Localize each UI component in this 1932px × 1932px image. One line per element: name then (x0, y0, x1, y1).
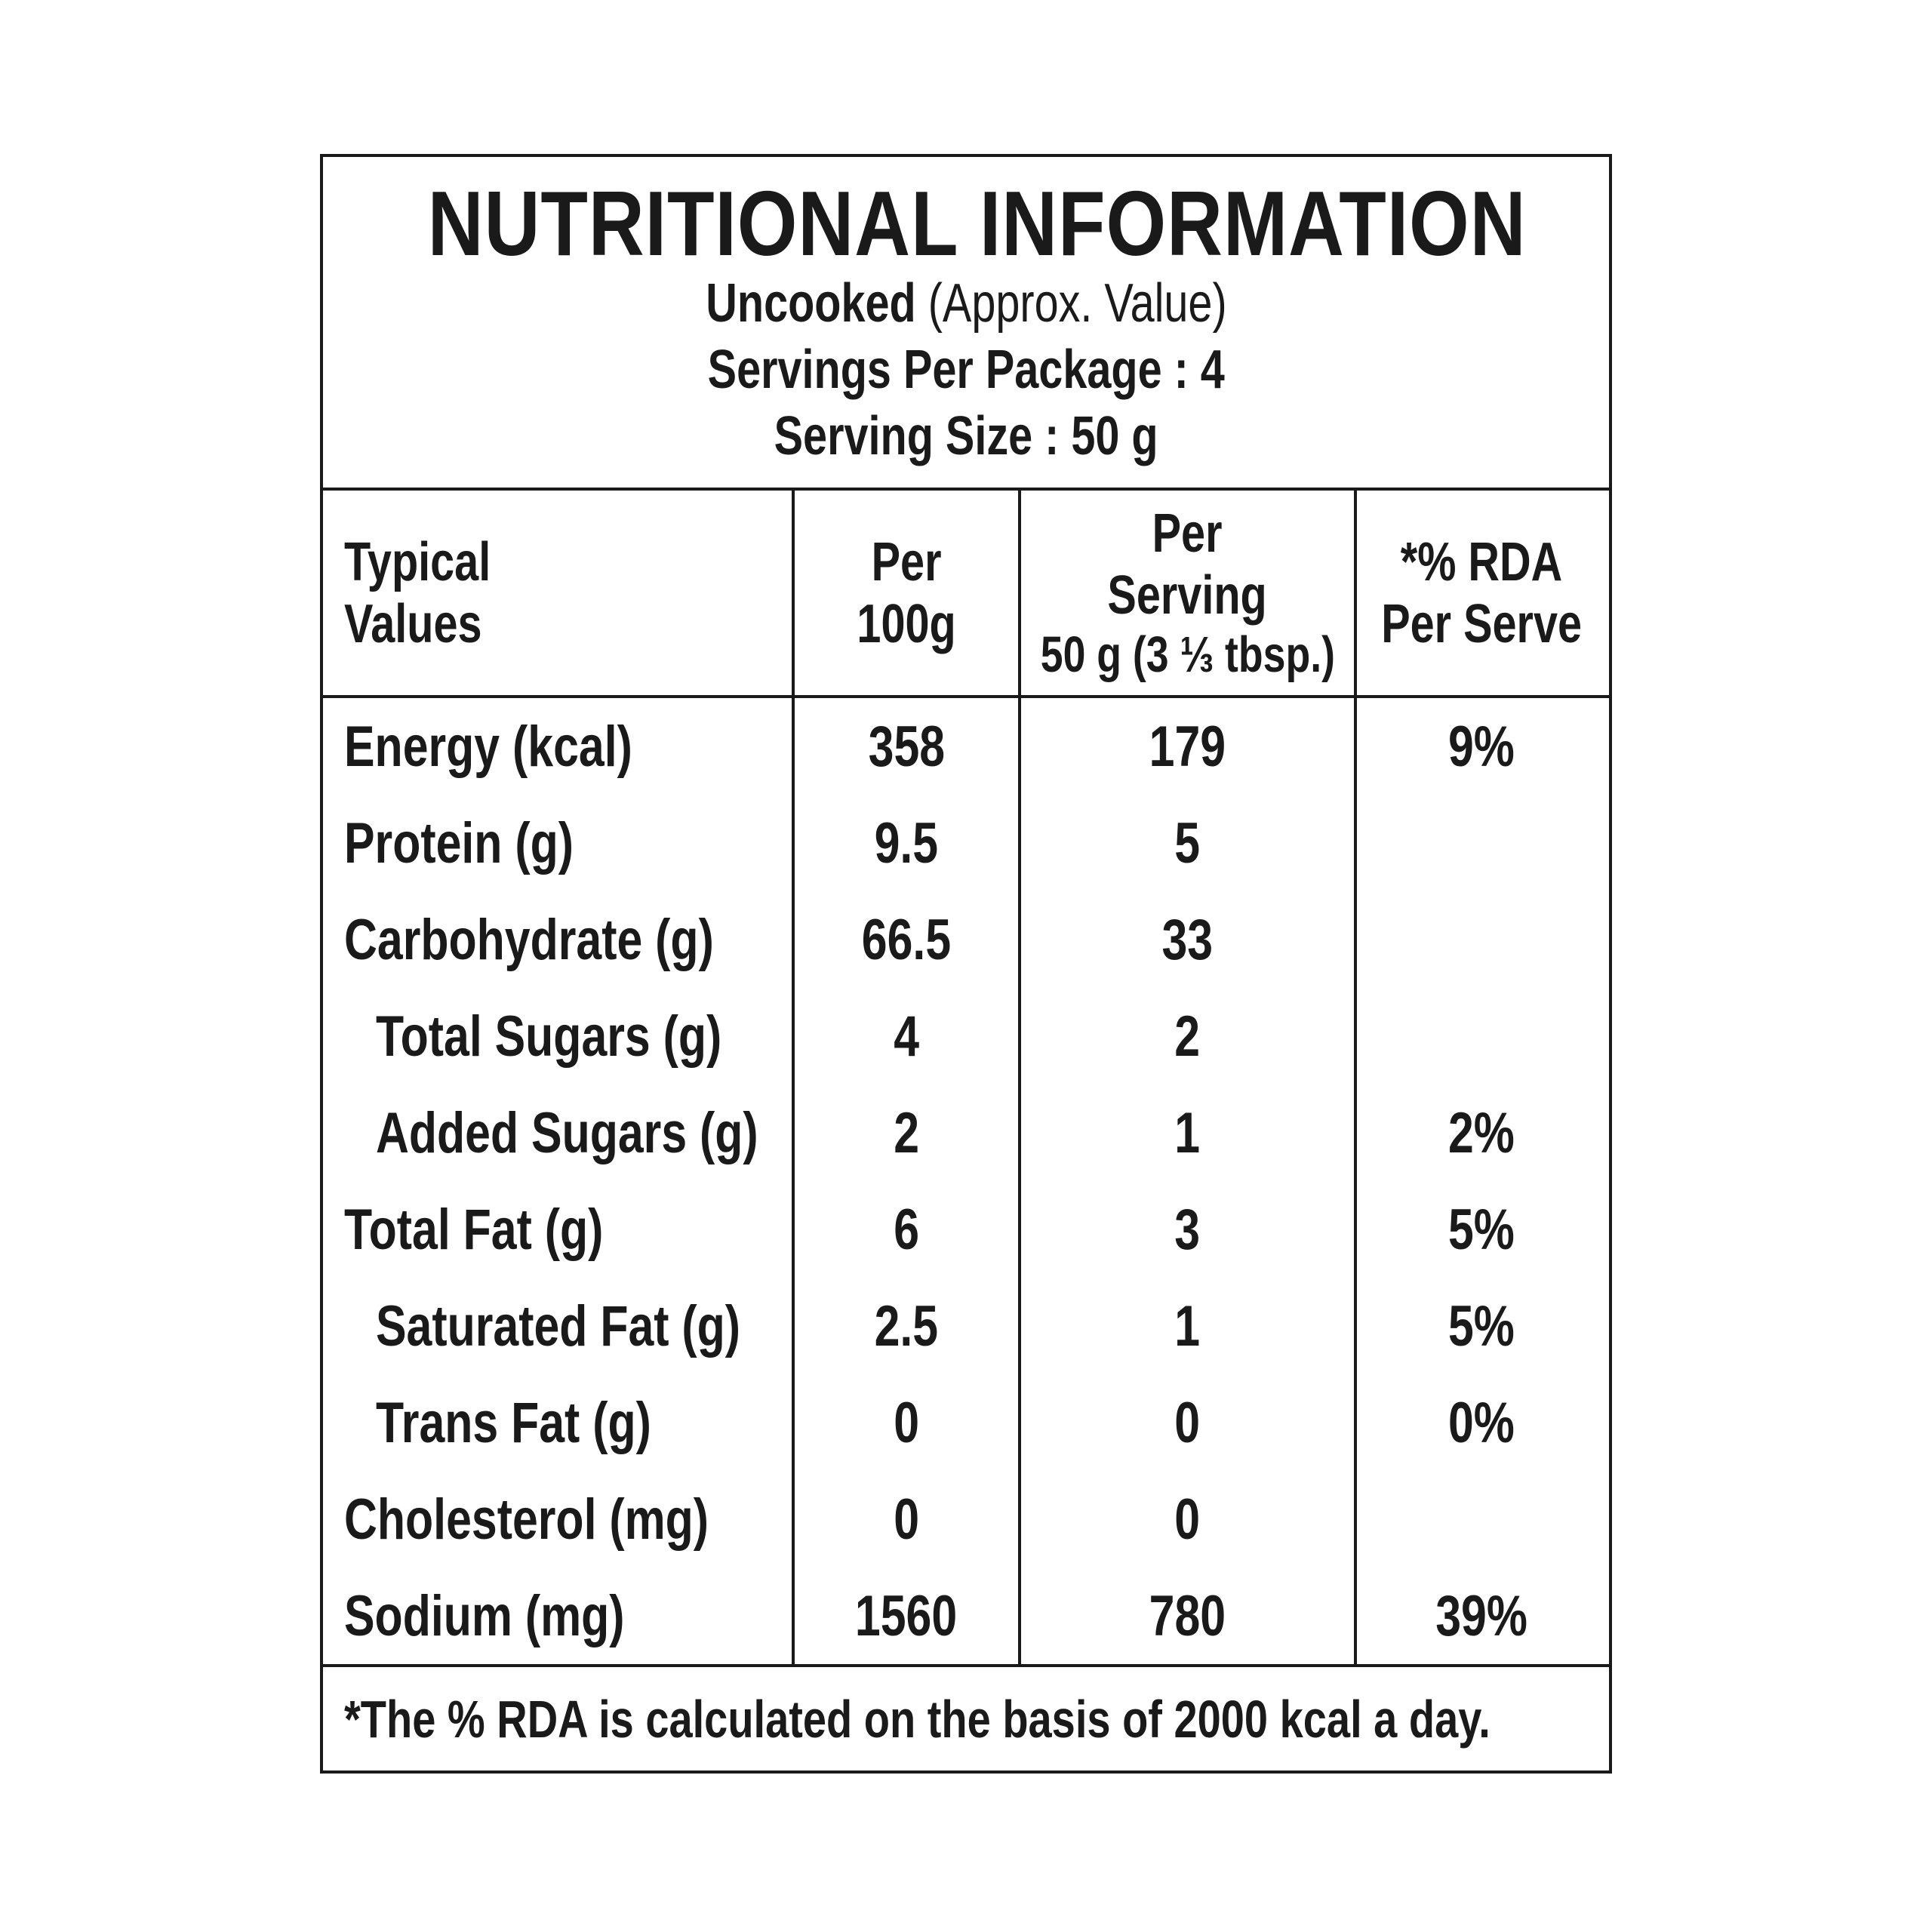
value-per-100g: 0 (792, 1374, 1018, 1471)
value-per-100g: 9.5 (792, 795, 1018, 891)
value-rda (1354, 891, 1606, 988)
servings-per-package: Servings Per Package : 4 (707, 340, 1225, 400)
value-per-100g: 2 (792, 1084, 1018, 1181)
table-row-sodium: Sodium (mg) 1560 780 39% (323, 1567, 1609, 1664)
table-header-row: Typical Values Per 100g Per Serving 50 g… (323, 491, 1609, 698)
column-header-per-100g: Per 100g (792, 491, 1018, 695)
table-body: Energy (kcal) 358 179 9% Protein (g) 9.5… (323, 698, 1609, 1664)
serving-size: Serving Size : 50 g (774, 406, 1158, 466)
footnote-row: *The % RDA is calculated on the basis of… (323, 1664, 1609, 1770)
value-per-serving: 33 (1018, 891, 1354, 988)
value-per-serving: 1 (1018, 1278, 1354, 1374)
value-rda: 5% (1354, 1181, 1606, 1278)
subtitle-approx-value: (Approx. Value) (915, 273, 1227, 334)
value-per-serving: 3 (1018, 1181, 1354, 1278)
serving-size-fraction: 50 g (3 ⅓ tbsp.) (1040, 626, 1335, 683)
value-per-100g: 1560 (792, 1567, 1018, 1664)
nutrient-label: Total Sugars (g) (376, 1004, 722, 1069)
nutrition-label: NUTRITIONAL INFORMATION Uncooked (Approx… (320, 154, 1612, 1774)
table-row-added-sugars: Added Sugars (g) 2 1 2% (323, 1084, 1609, 1181)
nutrient-label: Carbohydrate (g) (344, 907, 714, 972)
value-per-100g: 6 (792, 1181, 1018, 1278)
value-rda (1354, 1471, 1606, 1567)
label-subtitle: Uncooked (Approx. Value) (323, 270, 1609, 337)
value-per-100g: 66.5 (792, 891, 1018, 988)
value-per-100g: 358 (792, 698, 1018, 795)
table-row-protein: Protein (g) 9.5 5 (323, 795, 1609, 891)
table-row-total-sugars: Total Sugars (g) 4 2 (323, 988, 1609, 1084)
value-per-100g: 2.5 (792, 1278, 1018, 1374)
table-row-saturated-fat: Saturated Fat (g) 2.5 1 5% (323, 1278, 1609, 1374)
label-header: NUTRITIONAL INFORMATION Uncooked (Approx… (323, 157, 1609, 491)
value-per-100g: 4 (792, 988, 1018, 1084)
value-rda: 5% (1354, 1278, 1606, 1374)
value-rda (1354, 988, 1606, 1084)
table-row-total-fat: Total Fat (g) 6 3 5% (323, 1181, 1609, 1278)
nutrient-label: Saturated Fat (g) (376, 1294, 741, 1358)
nutrient-label: Protein (g) (344, 811, 574, 875)
value-rda: 9% (1354, 698, 1606, 795)
value-per-serving: 780 (1018, 1567, 1354, 1664)
nutrient-label: Trans Fat (g) (376, 1390, 651, 1455)
table-row-trans-fat: Trans Fat (g) 0 0 0% (323, 1374, 1609, 1471)
subtitle-uncooked: Uncooked (705, 273, 916, 334)
page-title-text: NUTRITIONAL INFORMATION (427, 172, 1527, 275)
table-row-cholesterol: Cholesterol (mg) 0 0 (323, 1471, 1609, 1567)
value-rda: 0% (1354, 1374, 1606, 1471)
column-header-rda-per-serve: *% RDA Per Serve (1354, 491, 1606, 695)
table-row-carbohydrate: Carbohydrate (g) 66.5 33 (323, 891, 1609, 988)
nutrient-label: Energy (kcal) (344, 714, 632, 779)
column-header-typical-values: Typical Values (344, 531, 491, 654)
nutrient-label: Total Fat (g) (344, 1197, 604, 1262)
value-per-serving: 0 (1018, 1374, 1354, 1471)
value-per-serving: 2 (1018, 988, 1354, 1084)
value-per-serving: 0 (1018, 1471, 1354, 1567)
table-row-energy: Energy (kcal) 358 179 9% (323, 698, 1609, 795)
rda-footnote: *The % RDA is calculated on the basis of… (344, 1689, 1491, 1749)
value-per-serving: 179 (1018, 698, 1354, 795)
nutrient-label: Sodium (mg) (344, 1583, 625, 1648)
page-title: NUTRITIONAL INFORMATION (323, 177, 1609, 270)
value-per-serving: 1 (1018, 1084, 1354, 1181)
value-rda (1354, 795, 1606, 891)
value-rda: 39% (1354, 1567, 1606, 1664)
nutrient-label: Cholesterol (mg) (344, 1487, 709, 1552)
value-per-serving: 5 (1018, 795, 1354, 891)
nutrient-label: Added Sugars (g) (376, 1100, 758, 1165)
value-rda: 2% (1354, 1084, 1606, 1181)
value-per-100g: 0 (792, 1471, 1018, 1567)
column-header-per-serving: Per Serving 50 g (3 ⅓ tbsp.) (1018, 491, 1354, 695)
